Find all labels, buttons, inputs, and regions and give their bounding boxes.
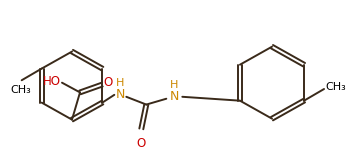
Text: H: H (170, 80, 178, 90)
Text: N: N (115, 88, 125, 101)
Text: CH₃: CH₃ (10, 85, 31, 95)
Text: H: H (116, 78, 125, 88)
Text: HO: HO (43, 75, 61, 88)
Text: O: O (103, 76, 112, 89)
Text: CH₃: CH₃ (325, 82, 346, 92)
Text: O: O (137, 137, 146, 150)
Text: N: N (170, 90, 179, 103)
